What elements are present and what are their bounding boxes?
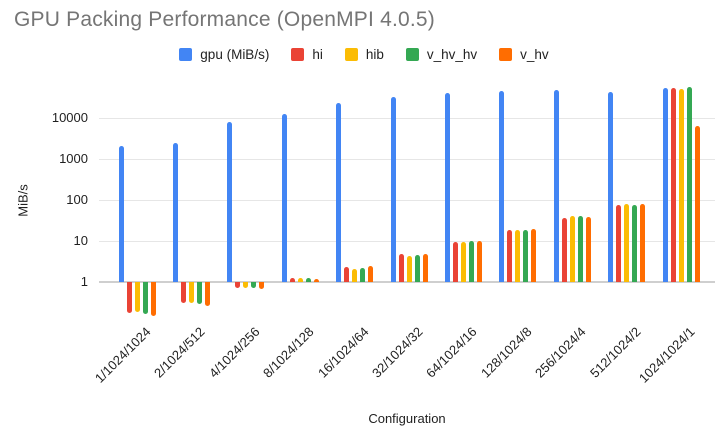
bar-hib: [243, 282, 249, 288]
bar-hib: [352, 268, 358, 282]
bar-v-hv-hv: [251, 282, 257, 289]
gridline: [99, 200, 715, 201]
bar-hi: [126, 282, 132, 313]
bar-v-hv: [368, 266, 374, 282]
bar-v-hv: [150, 282, 156, 316]
bar-hib: [515, 229, 521, 282]
legend-swatch-icon: [179, 48, 193, 61]
bar-gpu-mib-s-: [118, 145, 124, 282]
bar-hi: [561, 217, 567, 282]
legend-swatch-icon: [291, 48, 305, 61]
bar-v-hv-hv: [414, 254, 420, 282]
bar-hib: [624, 204, 630, 282]
bar-hib: [569, 216, 575, 282]
bar-hi: [616, 205, 622, 282]
bar-gpu-mib-s-: [172, 142, 178, 282]
bar-v-hv-hv: [142, 282, 148, 314]
bar-v-hv-hv: [468, 241, 474, 282]
bar-hib: [460, 241, 466, 282]
chart-title: GPU Packing Performance (OpenMPI 4.0.5): [14, 8, 435, 31]
gridline: [99, 159, 715, 160]
bar-gpu-mib-s-: [662, 88, 668, 282]
x-axis-title: Configuration: [368, 411, 446, 426]
axis-baseline: [99, 281, 715, 283]
y-axis-title: MiB/s: [15, 184, 31, 217]
bar-gpu-mib-s-: [227, 121, 233, 282]
legend-item-v-hv-hv: v_hv_hv: [405, 47, 478, 62]
chart-legend: gpu (MiB/s) hi hib v_hv_hv v_hv: [0, 47, 728, 62]
bar-hib: [297, 278, 303, 282]
bar-gpu-mib-s-: [553, 89, 559, 282]
bar-v-hv: [259, 282, 265, 290]
bar-gpu-mib-s-: [336, 103, 342, 282]
legend-label: hib: [365, 47, 384, 62]
y-tick-label: 1: [80, 274, 88, 289]
bar-v-hv: [640, 203, 646, 282]
legend-item-hib: hib: [344, 47, 384, 62]
bar-v-hv-hv: [360, 267, 366, 282]
legend-swatch-icon: [499, 48, 513, 61]
bar-v-hv: [313, 278, 319, 282]
y-tick-label: 1000: [59, 151, 88, 166]
bar-hi: [344, 267, 350, 282]
bar-hib: [406, 255, 412, 282]
y-tick-label: 10: [73, 233, 88, 248]
bar-hib: [188, 282, 194, 304]
bar-v-hv: [585, 216, 591, 282]
legend-swatch-icon: [344, 48, 358, 61]
x-tick-label: 1024/1024/1: [635, 324, 698, 386]
bar-hi: [235, 282, 241, 289]
bar-v-hv: [531, 228, 537, 282]
legend-label: v_hv: [520, 47, 549, 62]
bar-v-hv-hv: [686, 87, 692, 282]
bar-v-hv-hv: [305, 278, 311, 282]
bar-v-hv-hv: [632, 205, 638, 282]
bar-v-hv: [422, 253, 428, 282]
bar-gpu-mib-s-: [444, 92, 450, 282]
bar-v-hv-hv: [523, 229, 529, 282]
bar-hi: [670, 87, 676, 282]
bar-hi: [452, 241, 458, 282]
legend-label: v_hv_hv: [426, 47, 478, 62]
gridline: [99, 118, 715, 119]
bar-hib: [678, 88, 684, 282]
bar-v-hv-hv: [577, 215, 583, 282]
y-tick-label: 100: [66, 192, 88, 207]
bar-gpu-mib-s-: [499, 91, 505, 282]
bar-hi: [289, 278, 295, 282]
y-tick-label: 10000: [51, 110, 88, 125]
bar-hi: [507, 230, 513, 282]
legend-item-hi: hi: [291, 47, 323, 62]
bar-gpu-mib-s-: [281, 114, 287, 282]
bar-v-hv: [204, 282, 210, 306]
bar-hi: [398, 254, 404, 282]
bar-hib: [134, 282, 140, 312]
legend-label: hi: [312, 47, 323, 62]
legend-item-gpu-mib-s-: gpu (MiB/s): [179, 47, 269, 62]
legend-item-v-hv: v_hv: [499, 47, 549, 62]
bar-hi: [180, 282, 186, 304]
legend-label: gpu (MiB/s): [200, 47, 270, 62]
bar-v-hv-hv: [196, 282, 202, 305]
bar-v-hv: [694, 125, 700, 282]
bar-v-hv: [476, 241, 482, 282]
gridline: [99, 241, 715, 242]
bar-gpu-mib-s-: [390, 96, 396, 282]
bar-gpu-mib-s-: [608, 91, 614, 282]
legend-swatch-icon: [405, 48, 419, 61]
